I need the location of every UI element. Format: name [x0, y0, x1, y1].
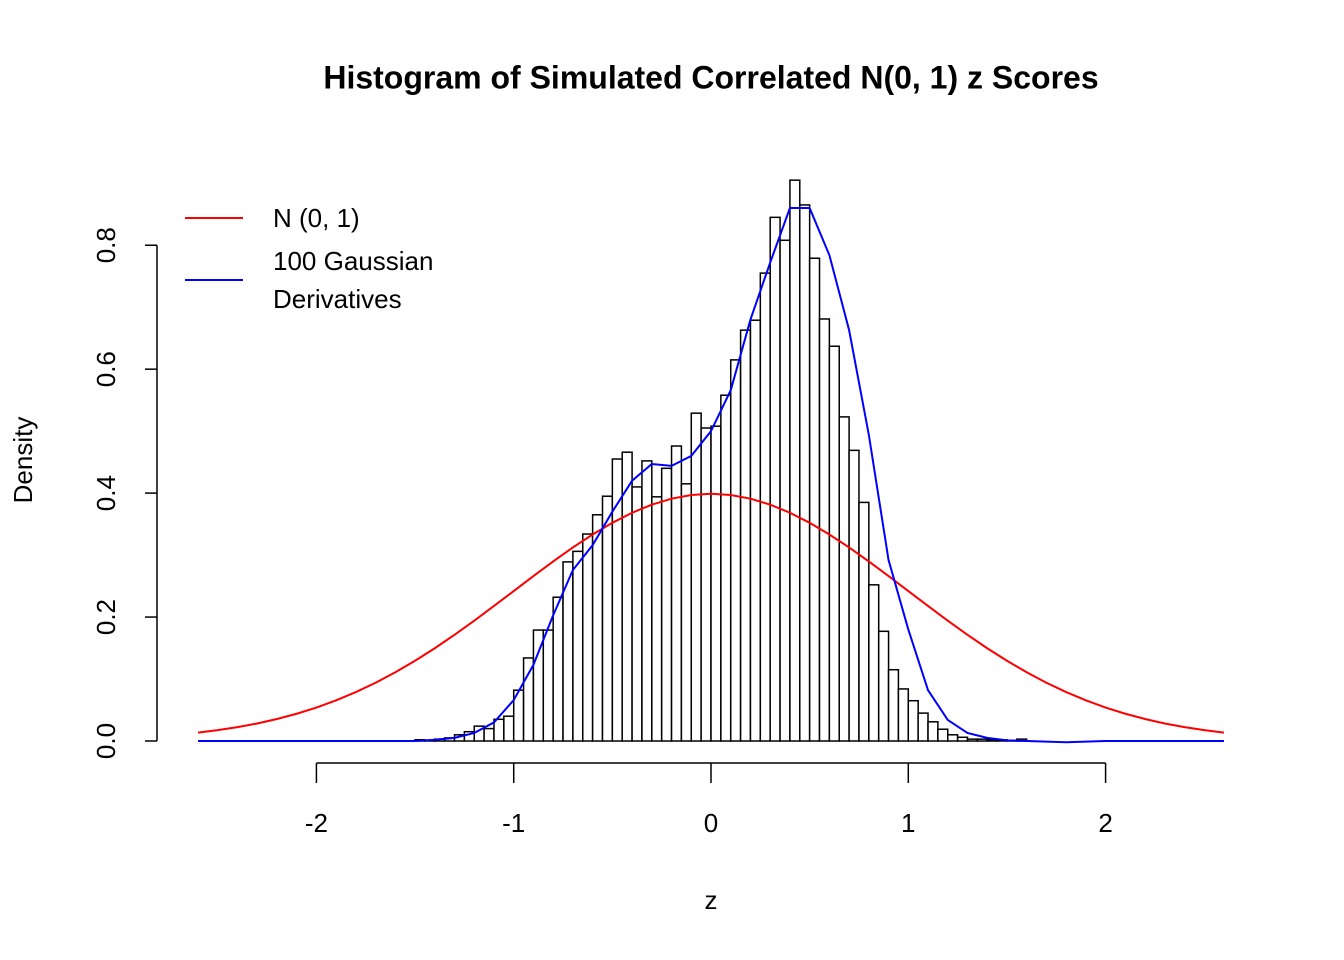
histogram-bar	[729, 359, 742, 742]
histogram-bar	[601, 495, 614, 742]
histogram-bar	[542, 629, 554, 742]
x-axis-label: z	[705, 885, 718, 915]
histogram-bar	[907, 699, 919, 742]
histogram-bar	[631, 486, 643, 742]
histogram-bar	[690, 412, 702, 742]
histogram-bar	[769, 216, 781, 742]
histogram-bar	[641, 460, 653, 742]
y-tick-label: 0.8	[91, 227, 121, 263]
histogram-bar	[493, 718, 505, 742]
histogram-bar	[838, 416, 850, 742]
histogram-bar	[670, 445, 683, 742]
histogram-bar	[532, 629, 545, 742]
x-tick-label: 1	[901, 808, 915, 838]
y-axis-label: Density	[8, 417, 38, 504]
histogram-bar	[759, 272, 771, 742]
y-tick-label: 0.0	[91, 723, 121, 759]
histogram-bar	[937, 728, 949, 742]
histogram-bar	[858, 501, 870, 742]
x-tick-label: -2	[305, 808, 328, 838]
histogram-bar	[591, 514, 604, 742]
histogram-bar	[680, 483, 693, 742]
legend-label: 100 Gaussian Derivatives	[273, 246, 434, 314]
density-line	[197, 492, 1225, 734]
histogram-bar	[572, 550, 584, 742]
histogram-bar	[917, 712, 929, 742]
y-tick-label: 0.6	[91, 351, 121, 387]
histogram-bar	[789, 179, 801, 742]
legend-label: N (0, 1)	[273, 203, 360, 233]
histogram-bar	[651, 496, 663, 742]
histogram-bar	[660, 467, 673, 742]
histogram-bar	[483, 727, 495, 742]
x-tick-label: 2	[1098, 808, 1112, 838]
histogram-bar	[799, 204, 811, 742]
histogram-bar	[927, 721, 939, 742]
histogram-bar	[582, 533, 594, 742]
histogram-bar	[808, 257, 821, 742]
histogram-bar	[877, 630, 890, 742]
histogram-bar	[779, 239, 791, 742]
histogram-bar	[710, 425, 722, 742]
x-tick-label: 0	[704, 808, 718, 838]
histogram-bar	[700, 427, 712, 742]
histogram-bar	[868, 584, 880, 742]
histogram-bar	[522, 657, 535, 742]
histogram-bar	[897, 688, 910, 742]
histogram-bar	[552, 596, 564, 742]
x-tick-label: -1	[502, 808, 525, 838]
histogram-bar	[503, 715, 515, 742]
density-line	[198, 207, 1224, 744]
y-tick-label: 0.2	[91, 599, 121, 635]
histogram-bar	[828, 345, 840, 742]
histogram-bar	[956, 736, 969, 742]
histogram-bar	[966, 738, 979, 742]
histogram-bar	[887, 668, 900, 742]
histogram-bar	[947, 734, 959, 742]
histogram-bar	[739, 329, 752, 742]
histogram-bar	[976, 738, 988, 742]
histogram-bar	[720, 394, 732, 742]
chart-title: Histogram of Simulated Correlated N(0, 1…	[323, 59, 1098, 95]
y-tick-label: 0.4	[91, 475, 121, 511]
histogram-bar	[749, 319, 762, 742]
histogram-bar	[611, 458, 623, 742]
histogram-bar	[848, 449, 860, 742]
